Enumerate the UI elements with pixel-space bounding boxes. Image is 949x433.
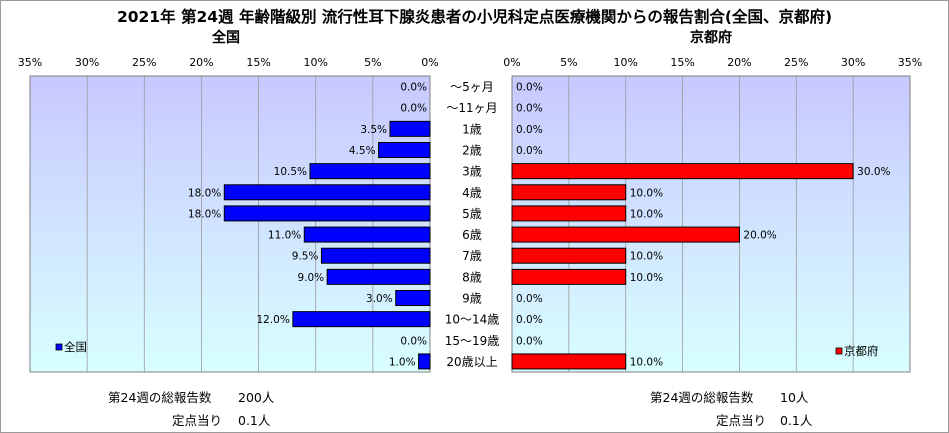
kyoto-bar bbox=[511, 247, 627, 264]
national-bar bbox=[389, 120, 431, 137]
national-bar-value-label: 1.0% bbox=[389, 356, 416, 368]
kyoto-bar-value-label: 30.0% bbox=[857, 166, 890, 178]
kyoto-bar-value-label: 10.0% bbox=[630, 187, 663, 199]
age-category-label: 20歳以上 bbox=[446, 355, 497, 369]
national-bar-value-label: 0.0% bbox=[400, 82, 427, 94]
age-category-label: 15～19歳 bbox=[445, 334, 500, 348]
kyoto-bar-value-label: 0.0% bbox=[516, 82, 543, 94]
national-bar-value-label: 10.5% bbox=[274, 166, 307, 178]
national-x-tick-label: 20% bbox=[189, 56, 213, 69]
national-x-tick-label: 10% bbox=[303, 56, 327, 69]
kyoto-panel-title: 京都府 bbox=[690, 30, 732, 46]
kyoto-legend-label: 京都府 bbox=[844, 344, 879, 358]
age-category-label: 8歳 bbox=[462, 270, 482, 284]
kyoto-bar bbox=[511, 184, 627, 201]
national-panel-title: 全国 bbox=[212, 30, 240, 46]
kyoto-x-tick-label: 20% bbox=[727, 56, 751, 69]
age-category-label: 10～14歳 bbox=[445, 313, 500, 327]
kyoto-x-tick-label: 10% bbox=[613, 56, 637, 69]
national-x-tick-label: 25% bbox=[132, 56, 156, 69]
kyoto-bar-value-label: 10.0% bbox=[630, 208, 663, 220]
national-bar-value-label: 0.0% bbox=[400, 103, 427, 115]
kyoto-bar-value-label: 0.0% bbox=[516, 124, 543, 136]
national-bar bbox=[326, 268, 431, 285]
age-category-label: 5歳 bbox=[462, 207, 482, 221]
national-bar bbox=[303, 226, 431, 243]
national-per-value: 0.1人 bbox=[238, 413, 271, 428]
national-x-tick-label: 35% bbox=[18, 56, 42, 69]
kyoto-x-tick-label: 30% bbox=[841, 56, 865, 69]
national-bar bbox=[223, 205, 431, 222]
kyoto-x-tick-label: 0% bbox=[503, 56, 520, 69]
kyoto-per-label: 定点当り bbox=[716, 413, 767, 428]
age-category-label: 2歳 bbox=[462, 144, 482, 158]
national-total-label: 第24週の総報告数 bbox=[108, 390, 212, 405]
national-x-tick-label: 30% bbox=[75, 56, 99, 69]
kyoto-bar-value-label: 0.0% bbox=[516, 103, 543, 115]
national-bar bbox=[378, 142, 431, 158]
kyoto-bar-value-label: 20.0% bbox=[743, 230, 776, 242]
national-bar-value-label: 18.0% bbox=[188, 208, 221, 220]
national-legend-swatch bbox=[55, 343, 63, 351]
kyoto-x-tick-label: 35% bbox=[898, 56, 922, 69]
age-category-label: 7歳 bbox=[462, 249, 482, 263]
kyoto-bar-value-label: 0.0% bbox=[516, 335, 543, 347]
kyoto-bar-value-label: 10.0% bbox=[630, 356, 663, 368]
chart-title: 2021年 第24週 年齢階級別 流行性耳下腺炎患者の小児科定点医療機関からの報… bbox=[116, 8, 833, 26]
kyoto-bar bbox=[511, 226, 740, 243]
kyoto-bar-value-label: 10.0% bbox=[630, 251, 663, 263]
kyoto-bar-value-label: 10.0% bbox=[630, 272, 663, 284]
national-bar bbox=[309, 163, 431, 180]
kyoto-bar bbox=[511, 353, 627, 370]
age-category-label: 6歳 bbox=[462, 228, 482, 242]
national-bar bbox=[418, 353, 431, 370]
national-bar-value-label: 9.5% bbox=[292, 251, 319, 263]
kyoto-legend-swatch bbox=[835, 347, 843, 355]
national-bar-value-label: 3.5% bbox=[360, 124, 387, 136]
kyoto-plot-area bbox=[511, 75, 911, 373]
kyoto-bar-value-label: 0.0% bbox=[516, 314, 543, 326]
national-bar-value-label: 4.5% bbox=[349, 145, 376, 157]
national-bar-value-label: 11.0% bbox=[268, 230, 301, 242]
national-bar-value-label: 9.0% bbox=[297, 272, 324, 284]
age-category-label: ～11ヶ月 bbox=[446, 101, 497, 115]
kyoto-per-value: 0.1人 bbox=[780, 413, 813, 428]
national-total-value: 200人 bbox=[238, 390, 275, 405]
kyoto-x-tick-label: 25% bbox=[784, 56, 808, 69]
age-category-label: 4歳 bbox=[462, 186, 482, 200]
kyoto-bar-value-label: 0.0% bbox=[516, 145, 543, 157]
national-bar bbox=[292, 311, 431, 328]
national-per-label: 定点当り bbox=[172, 413, 223, 428]
national-x-tick-label: 15% bbox=[246, 56, 270, 69]
national-bar-value-label: 3.0% bbox=[366, 293, 393, 305]
national-bar-value-label: 0.0% bbox=[400, 335, 427, 347]
age-category-label: 3歳 bbox=[462, 165, 482, 179]
age-category-label: 9歳 bbox=[462, 292, 482, 306]
kyoto-x-tick-label: 15% bbox=[670, 56, 694, 69]
national-legend-label: 全国 bbox=[64, 340, 87, 354]
national-x-tick-label: 0% bbox=[421, 56, 438, 69]
kyoto-total-label: 第24週の総報告数 bbox=[650, 390, 754, 405]
age-category-label: ～5ヶ月 bbox=[450, 80, 494, 94]
national-bar bbox=[320, 247, 431, 264]
kyoto-total-value: 10人 bbox=[780, 390, 809, 405]
kyoto-x-tick-label: 5% bbox=[560, 56, 577, 69]
national-bar bbox=[395, 290, 431, 306]
national-bar-value-label: 12.0% bbox=[256, 314, 289, 326]
kyoto-bar-value-label: 0.0% bbox=[516, 293, 543, 305]
kyoto-bar bbox=[511, 268, 627, 285]
age-category-label: 1歳 bbox=[462, 122, 482, 136]
national-bar-value-label: 18.0% bbox=[188, 187, 221, 199]
kyoto-bar bbox=[511, 163, 854, 180]
national-bar bbox=[223, 184, 431, 201]
kyoto-bar bbox=[511, 205, 627, 222]
national-plot-area bbox=[29, 75, 431, 373]
national-x-tick-label: 5% bbox=[364, 56, 381, 69]
